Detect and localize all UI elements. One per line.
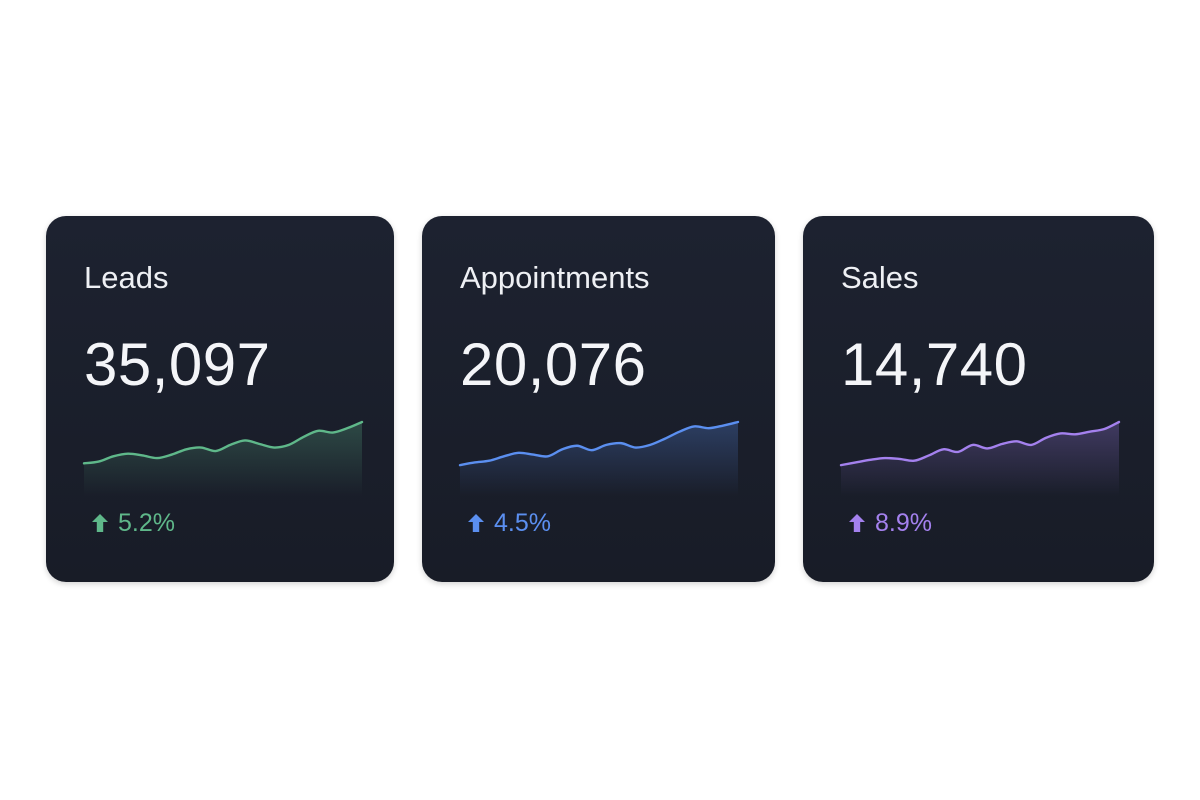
change-indicator: 5.2% xyxy=(90,506,175,540)
sparkline-chart xyxy=(839,420,1121,496)
card-title: Appointments xyxy=(460,260,650,295)
sales-card[interactable]: Sales 14,740 8.9% xyxy=(803,216,1154,582)
arrow-up-icon xyxy=(847,512,867,534)
sparkline-chart xyxy=(82,420,364,496)
card-title: Sales xyxy=(841,260,919,295)
sparkline-chart xyxy=(458,420,740,496)
change-indicator: 8.9% xyxy=(847,506,932,540)
change-value: 5.2% xyxy=(118,508,175,537)
sparkline-area xyxy=(841,422,1119,496)
sparkline-line xyxy=(458,420,740,467)
appointments-card[interactable]: Appointments 20,076 4.5% xyxy=(422,216,775,582)
sparkline-line xyxy=(82,420,364,465)
card-value: 14,740 xyxy=(841,331,1028,398)
change-value: 8.9% xyxy=(875,508,932,537)
arrow-up-icon xyxy=(466,512,486,534)
change-value: 4.5% xyxy=(494,508,551,537)
sparkline-line xyxy=(839,420,1121,467)
sparkline-area xyxy=(84,422,362,496)
card-title: Leads xyxy=(84,260,169,295)
sparkline-area xyxy=(460,422,738,496)
card-value: 35,097 xyxy=(84,331,271,398)
change-indicator: 4.5% xyxy=(466,506,551,540)
arrow-up-icon xyxy=(90,512,110,534)
card-value: 20,076 xyxy=(460,331,647,398)
leads-card[interactable]: Leads 35,097 5.2% xyxy=(46,216,394,582)
